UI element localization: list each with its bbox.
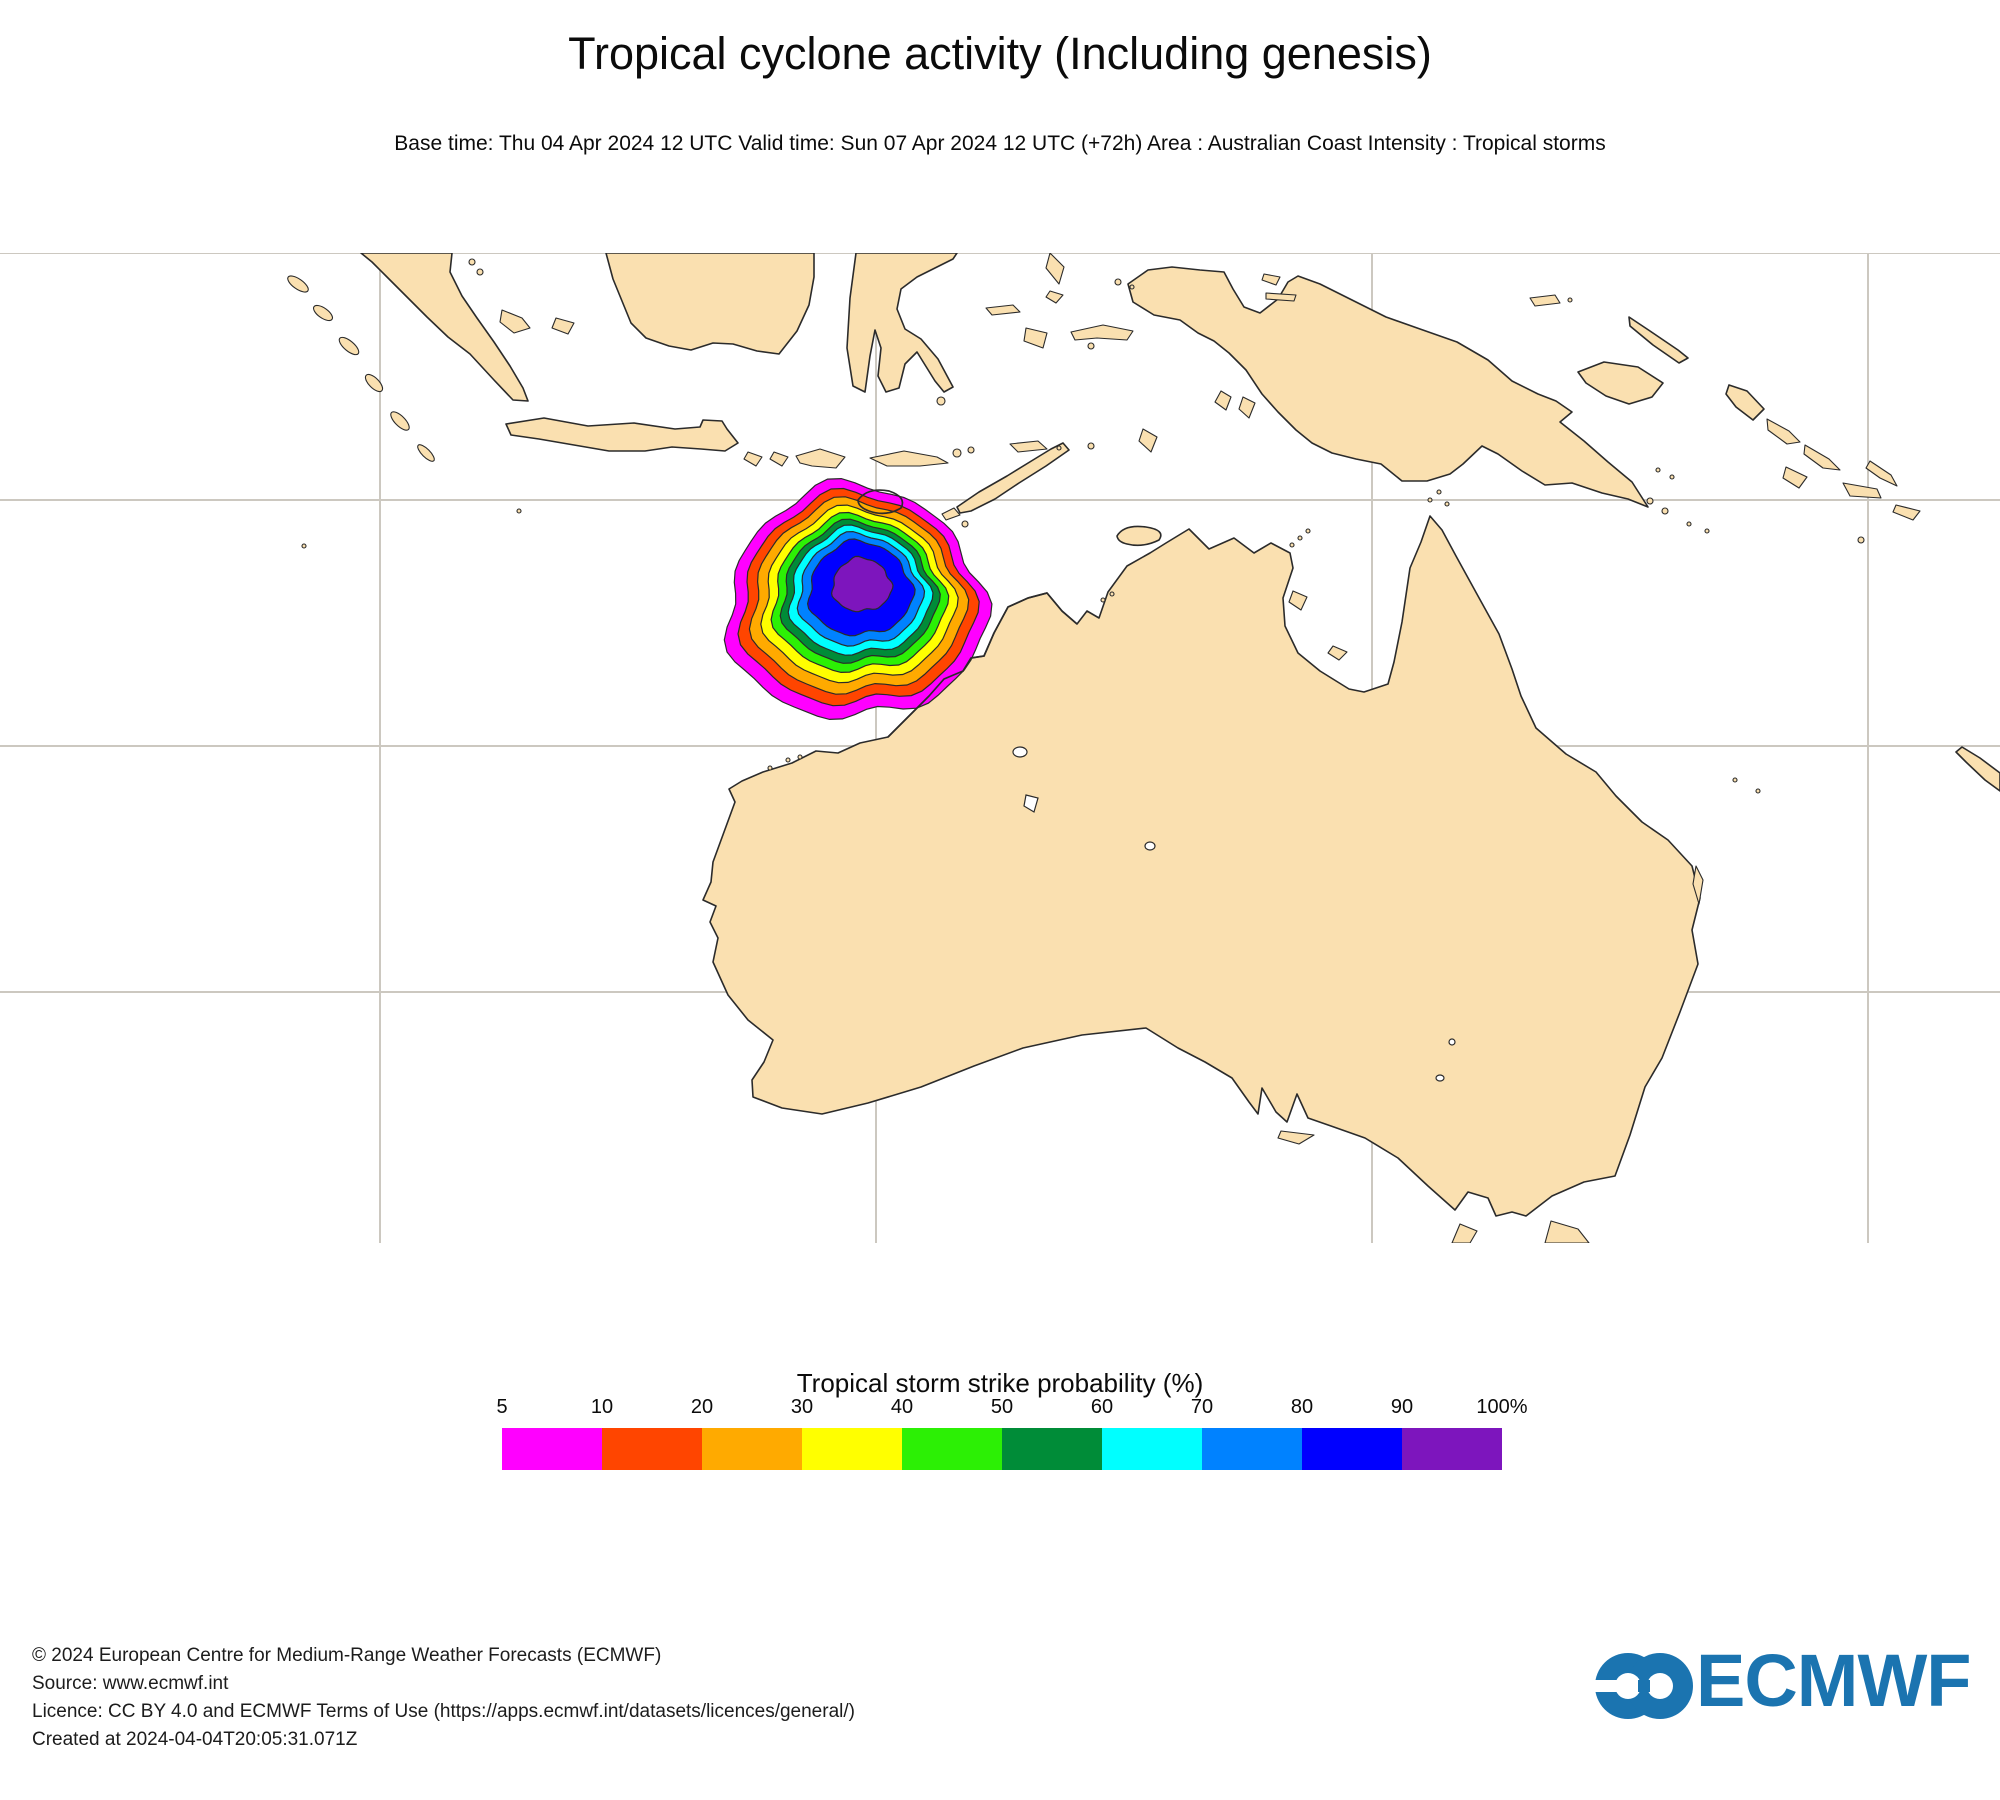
legend-tick: 50 [990, 1396, 1014, 1418]
legend-swatch-10 [602, 1428, 702, 1470]
sumatra-landmass [360, 253, 529, 402]
ecmwf-logo: ECMWF [1588, 1636, 1980, 1736]
sulawesi-landmass [846, 253, 958, 393]
legend-colorbar [502, 1428, 1502, 1470]
legend-swatch-40 [902, 1428, 1002, 1470]
legend-tick: 10 [590, 1396, 614, 1418]
ecmwf-logo-text: ECMWF [1696, 1639, 1971, 1722]
timor-landmass [956, 442, 1070, 514]
legend-title: Tropical storm strike probability (%) [796, 1368, 1204, 1398]
legend-tick: 40 [890, 1396, 914, 1418]
footer-line: Created at 2024-04-04T20:05:31.071Z [32, 1729, 358, 1750]
new-guinea-landmass [1127, 266, 1649, 508]
java-landmass [505, 417, 739, 452]
landmasses [287, 253, 2000, 1243]
forecast-map [0, 253, 2000, 1243]
legend-swatch-30 [802, 1428, 902, 1470]
new-caledonia-landmass [1955, 746, 2000, 792]
legend-swatch-90 [1402, 1428, 1502, 1470]
legend-tick-labels: 5 10 20 30 40 50 60 70 80 90 100% [496, 1396, 1527, 1418]
island-outline-over-contours [857, 489, 904, 515]
footer-line: © 2024 European Centre for Medium-Range … [32, 1645, 662, 1666]
legend-swatch-20 [702, 1428, 802, 1470]
footer-attribution: © 2024 European Centre for Medium-Range … [32, 1642, 855, 1754]
legend-swatch-60 [1102, 1428, 1202, 1470]
strike-probability-contours [723, 477, 993, 721]
footer-line: Source: www.ecmwf.int [32, 1673, 229, 1694]
legend-tick: 60 [1090, 1396, 1114, 1418]
coast-overlay [857, 489, 1078, 738]
page-subtitle: Base time: Thu 04 Apr 2024 12 UTC Valid … [394, 132, 1606, 155]
legend-swatch-80 [1302, 1428, 1402, 1470]
legend-swatch-5 [502, 1428, 602, 1470]
legend-tick: 5 [496, 1396, 508, 1418]
footer-line: Licence: CC BY 4.0 and ECMWF Terms of Us… [32, 1701, 855, 1722]
legend-tick: 80 [1290, 1396, 1314, 1418]
legend-tick: 90 [1390, 1396, 1414, 1418]
legend-swatch-70 [1202, 1428, 1302, 1470]
ecmwf-logo-icon [1588, 1653, 1693, 1719]
legend-tick: 70 [1190, 1396, 1214, 1418]
kimberley-coast-overlay [887, 592, 1078, 738]
legend-tick: 20 [690, 1396, 714, 1418]
page-title: Tropical cyclone activity (Including gen… [568, 28, 1432, 79]
strike-probability-ring-90 [830, 555, 894, 613]
legend-tick: 100% [1476, 1396, 1528, 1418]
legend-swatch-50 [1002, 1428, 1102, 1470]
legend-tick: 30 [790, 1396, 814, 1418]
borneo-landmass [605, 253, 815, 355]
